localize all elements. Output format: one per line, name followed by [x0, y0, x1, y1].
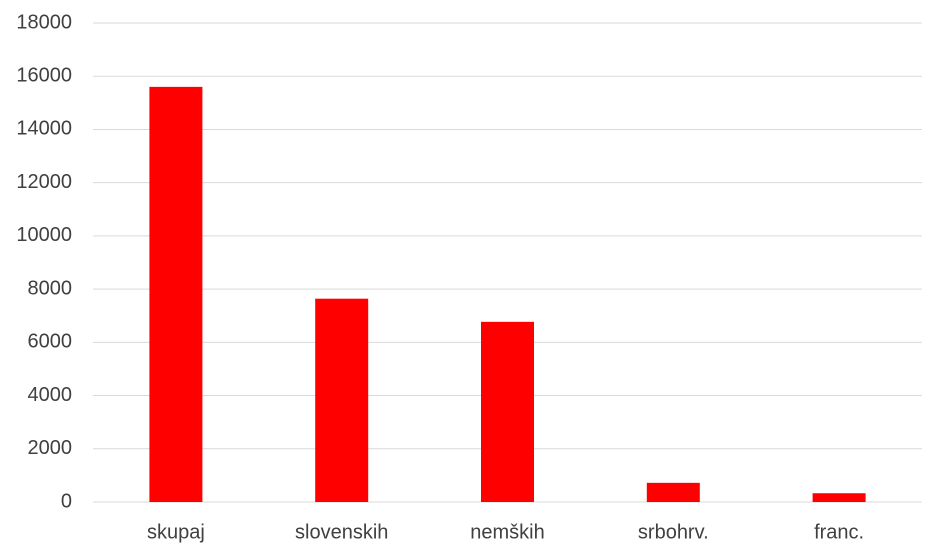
- y-tick-label: 10000: [16, 224, 72, 246]
- y-tick-label: 2000: [28, 437, 73, 459]
- y-tick-label: 16000: [16, 65, 72, 87]
- bar: [646, 482, 700, 502]
- bar: [315, 298, 369, 502]
- y-tick-label: 8000: [28, 277, 73, 299]
- y-tick-label: 6000: [28, 331, 73, 353]
- x-tick-label: slovenskih: [295, 521, 388, 543]
- y-tick-label: 4000: [28, 384, 73, 406]
- y-tick-label: 12000: [16, 171, 72, 193]
- x-tick-label: skupaj: [147, 521, 205, 543]
- x-tick-label: srbohrv.: [638, 521, 709, 543]
- x-tick-label: nemških: [470, 521, 544, 543]
- y-tick-label: 14000: [16, 118, 72, 140]
- x-tick-label: franc.: [814, 521, 864, 543]
- y-tick-label: 0: [61, 490, 72, 512]
- bar: [812, 493, 866, 502]
- bar: [481, 321, 534, 502]
- y-tick-label: 18000: [16, 11, 72, 33]
- bar: [149, 86, 203, 502]
